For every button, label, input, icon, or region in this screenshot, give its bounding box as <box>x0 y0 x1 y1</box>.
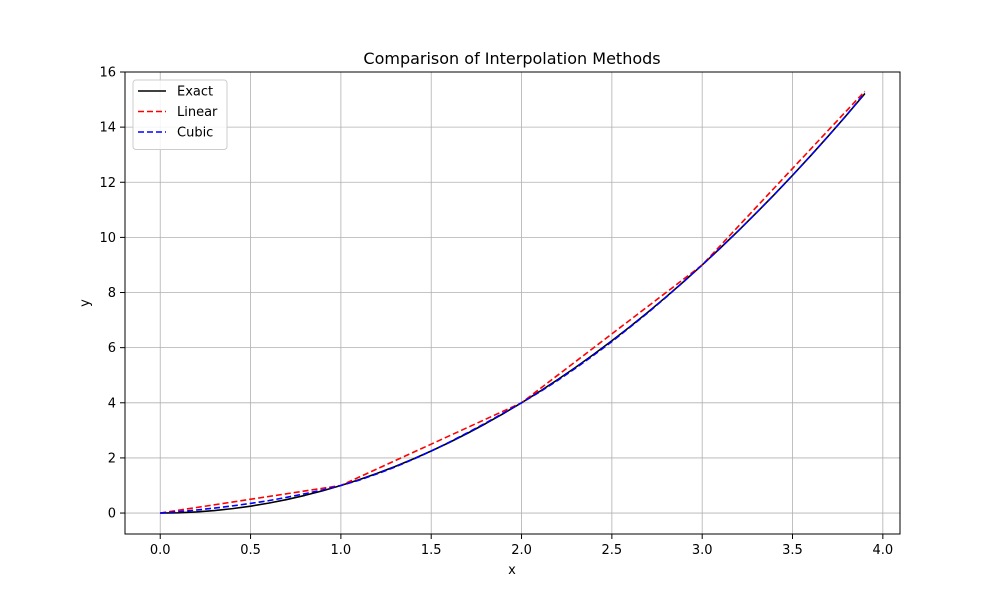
axis-ticks: 0.0 0.5 1.0 1.5 2.0 2.5 3.0 3.5 4.0 0 2 4 6 8 10 12 14 16 <box>99 66 893 559</box>
y-tick-label: 16 <box>99 66 116 81</box>
chart-title: Comparison of Interpolation Methods <box>363 49 660 68</box>
x-tick-label: 2.5 <box>602 543 623 558</box>
y-tick-label: 4 <box>108 396 116 411</box>
x-tick-label: 1.5 <box>421 543 442 558</box>
legend: Exact Linear Cubic <box>132 79 228 150</box>
x-tick-label: 1.0 <box>331 543 352 558</box>
x-tick-label: 3.5 <box>782 543 803 558</box>
x-tick-label: 3.0 <box>692 543 713 558</box>
y-tick-label: 8 <box>108 286 116 301</box>
x-tick-label: 2.0 <box>511 543 532 558</box>
grid <box>125 71 900 534</box>
legend-label-linear: Linear <box>177 105 218 120</box>
legend-label-cubic: Cubic <box>177 126 213 141</box>
x-tick-label: 0.0 <box>150 543 171 558</box>
x-tick-label: 0.5 <box>240 543 261 558</box>
x-axis-label: x <box>508 563 516 578</box>
y-tick-label: 10 <box>99 231 116 246</box>
series-line-cubic <box>160 92 866 514</box>
x-tick-label: 4.0 <box>872 543 893 558</box>
plot-area <box>160 90 866 514</box>
y-tick-label: 0 <box>108 507 116 522</box>
legend-label-exact: Exact <box>177 85 213 100</box>
y-tick-label: 6 <box>108 341 116 356</box>
axes-frame <box>124 71 901 535</box>
y-tick-label: 12 <box>99 176 116 191</box>
y-tick-label: 14 <box>99 121 116 136</box>
y-tick-label: 2 <box>108 451 116 466</box>
y-axis-label: y <box>78 299 93 307</box>
